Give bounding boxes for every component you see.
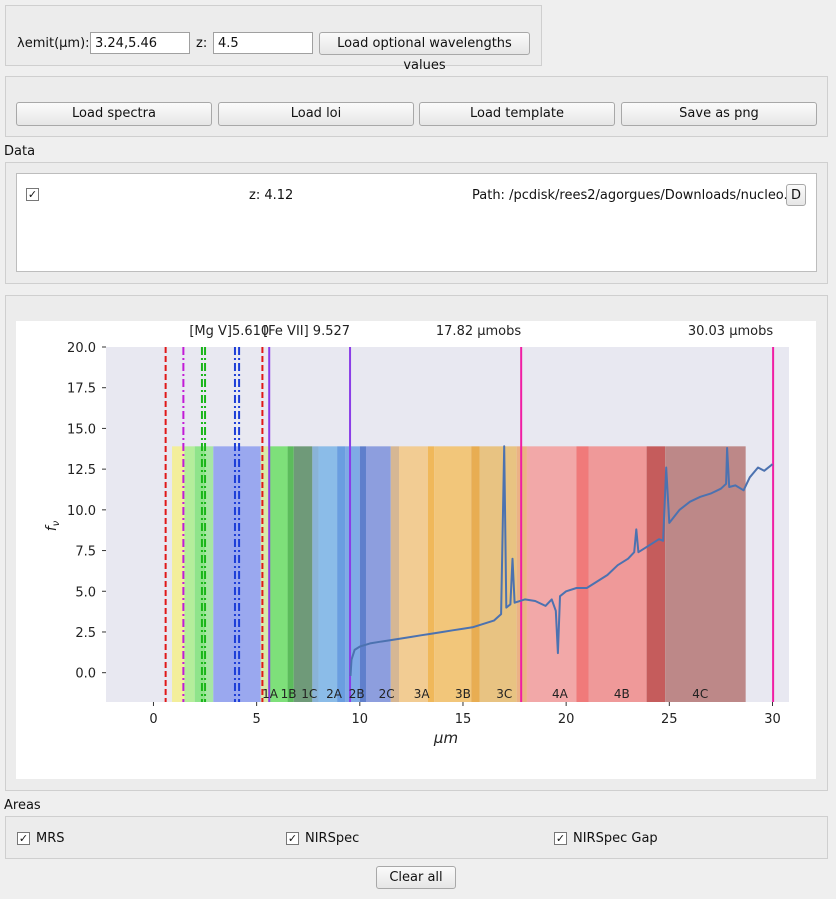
band-label-2B: 2B [349, 687, 365, 701]
band-label-3B: 3B [455, 687, 471, 701]
x-tick-label: 20 [558, 712, 575, 727]
load-loi-button[interactable]: Load loi [218, 102, 414, 126]
mrs-label: MRS [36, 831, 65, 846]
line-label-0: [Mg V]5.610 [189, 324, 269, 339]
save-png-button[interactable]: Save as png [621, 102, 817, 126]
area-band-26 [665, 446, 746, 702]
y-tick-label: 12.5 [67, 463, 96, 478]
data-row-checkbox[interactable]: ✓ [26, 188, 39, 201]
area-band-12 [345, 446, 360, 702]
band-label-1B: 1B [281, 687, 297, 701]
areas-panel: ✓ MRS ✓ NIRSpec ✓ NIRSpec Gap [5, 816, 828, 859]
area-band-25 [646, 446, 666, 702]
y-tick-label: 5.0 [75, 585, 96, 600]
band-label-4A: 4A [552, 687, 569, 701]
actions-panel: Load spectra Load loi Load template Save… [5, 76, 828, 137]
area-band-8 [293, 446, 313, 702]
load-spectra-button[interactable]: Load spectra [16, 102, 212, 126]
area-band-23 [576, 446, 589, 702]
y-tick-label: 20.0 [67, 341, 96, 356]
spectrum-series-0 [349, 445, 774, 676]
area-band-20 [479, 446, 517, 702]
data-section-title: Data [4, 144, 36, 159]
data-row-z: z: 4.12 [249, 188, 294, 203]
line-label-2: 17.82 μmobs [436, 324, 521, 339]
area-band-3 [205, 446, 214, 702]
area-band-24 [588, 446, 647, 702]
area-band-13 [359, 446, 366, 702]
y-tick-label: 2.5 [75, 626, 96, 641]
band-label-1A: 1A [262, 687, 279, 701]
load-template-button[interactable]: Load template [419, 102, 615, 126]
band-label-2C: 2C [379, 687, 395, 701]
area-band-16 [399, 446, 428, 702]
areas-section-title: Areas [4, 798, 41, 813]
clear-all-button[interactable]: Clear all [376, 866, 456, 889]
band-label-2A: 2A [326, 687, 343, 701]
area-band-9 [312, 446, 319, 702]
band-label-1C: 1C [301, 687, 317, 701]
data-panel: ✓ z: 4.12 Path: /pcdisk/rees2/agorgues/D… [5, 162, 828, 284]
area-band-7 [287, 446, 294, 702]
x-tick-label: 15 [455, 712, 472, 727]
mrs-checkbox[interactable]: ✓ [17, 832, 30, 845]
lambda-label: λemit(μm): [17, 36, 90, 51]
spectrum-chart[interactable]: 1A 1B 1C 2A 2B 2C 3A 3B 3C 4A 4B 4C [Mg V]5.610[Fe … [16, 321, 816, 779]
nirspec-gap-checkbox[interactable]: ✓ [554, 832, 567, 845]
area-band-22 [526, 446, 577, 702]
area-band-0 [172, 446, 185, 702]
lambda-input[interactable] [90, 32, 190, 54]
area-band-1 [184, 446, 195, 702]
line-label-1: [Fe VII] 9.527 [263, 324, 350, 339]
area-band-19 [471, 446, 480, 702]
data-row-path: Path: /pcdisk/rees2/agorgues/Downloads/n… [472, 188, 806, 203]
z-label: z: [196, 36, 208, 51]
area-band-2 [194, 446, 206, 702]
emit-panel: λemit(μm): z: Load optional wavelengths … [5, 5, 542, 73]
line-label-3: 30.03 μmobs [688, 324, 773, 339]
x-tick-label: 10 [352, 712, 369, 727]
data-list: ✓ z: 4.12 Path: /pcdisk/rees2/agorgues/D… [16, 173, 817, 272]
y-tick-label: 7.5 [75, 545, 96, 560]
x-axis-label: μm [433, 729, 458, 747]
x-tick-label: 0 [149, 712, 157, 727]
plot-panel: 1A 1B 1C 2A 2B 2C 3A 3B 3C 4A 4B 4C [Mg V]5.610 [Fe … [5, 295, 828, 791]
y-tick-label: 15.0 [67, 422, 96, 437]
area-band-14 [365, 446, 391, 702]
data-row-delete-button[interactable]: D [786, 184, 806, 206]
x-tick-label: 30 [764, 712, 781, 727]
band-label-3C: 3C [496, 687, 512, 701]
area-band-17 [427, 446, 435, 702]
x-tick-label: 5 [252, 712, 260, 727]
area-band-10 [318, 446, 338, 702]
y-tick-label: 0.0 [75, 667, 96, 682]
x-tick-label: 25 [661, 712, 678, 727]
nirspec-checkbox[interactable]: ✓ [286, 832, 299, 845]
band-label-3A: 3A [414, 687, 431, 701]
z-input[interactable] [213, 32, 313, 54]
nirspec-label: NIRSpec [305, 831, 360, 846]
band-label-4B: 4B [614, 687, 630, 701]
y-axis-label: fν [44, 520, 62, 531]
load-optional-wavelengths-button[interactable]: Load optional wavelengths values [319, 32, 530, 73]
y-tick-label: 10.0 [67, 504, 96, 519]
area-band-18 [434, 446, 472, 702]
area-band-5 [260, 446, 270, 702]
y-tick-label: 17.5 [67, 382, 96, 397]
area-band-15 [390, 446, 400, 702]
area-band-4 [213, 446, 261, 702]
nirspec-gap-label: NIRSpec Gap [573, 831, 658, 846]
band-label-4C: 4C [692, 687, 708, 701]
area-band-6 [269, 446, 288, 702]
area-band-11 [337, 446, 346, 702]
